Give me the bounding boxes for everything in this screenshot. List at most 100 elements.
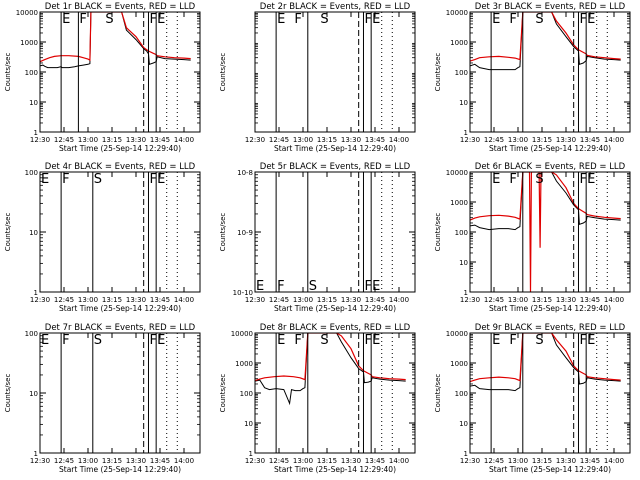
event-marker-label: F: [62, 172, 69, 187]
x-tick-label: 12:45: [269, 136, 289, 144]
plot-frame: [469, 171, 631, 293]
x-tick-label: 14:00: [389, 296, 409, 304]
x-axis-label: Start Time (25-Sep-14 12:29:40): [489, 465, 611, 474]
y-tick-label: 1000: [20, 39, 38, 47]
plot-frame: [254, 332, 416, 454]
plot-frame: [39, 11, 201, 133]
x-tick-label: 13:15: [317, 136, 337, 144]
y-tick-label: 1: [34, 289, 38, 297]
y-tick-label: 10000: [231, 330, 253, 338]
y-tick-label: 100: [455, 390, 468, 398]
event-marker-label: S: [320, 333, 328, 348]
x-tick-label: 13:15: [532, 296, 552, 304]
event-marker-label: E: [277, 12, 285, 27]
panel-title: Det 8r BLACK = Events, RED = LLD: [260, 323, 411, 333]
event-marker-label: F: [579, 172, 586, 187]
event-marker-label: E: [492, 172, 500, 187]
x-tick-label: 13:30: [556, 136, 576, 144]
x-axis-label: Start Time (25-Sep-14 12:29:40): [59, 144, 181, 153]
x-axis-label: Start Time (25-Sep-14 12:29:40): [274, 304, 396, 313]
x-tick-label: 13:15: [102, 457, 122, 465]
panel-title: Det 7r BLACK = Events, RED = LLD: [45, 323, 196, 333]
y-tick-label: 10000: [446, 330, 468, 338]
y-tick-label: 100: [25, 169, 38, 177]
y-tick-label: 10000: [446, 9, 468, 17]
x-tick-label: 14:00: [389, 136, 409, 144]
y-tick-label: 1000: [450, 39, 468, 47]
event-marker-label: F: [579, 333, 586, 348]
y-tick-label: 10: [29, 229, 38, 237]
y-tick-label: 10: [29, 99, 38, 107]
plot-frame: [39, 171, 201, 293]
event-marker-label: S: [535, 12, 543, 27]
x-tick-label: 12:45: [54, 136, 74, 144]
x-tick-label: 13:30: [341, 457, 361, 465]
x-tick-label: 12:30: [30, 136, 50, 144]
y-tick-label: 1: [464, 289, 468, 297]
event-marker-label: E: [41, 172, 49, 187]
x-tick-label: 14:00: [174, 296, 194, 304]
plot-frame: [254, 11, 416, 133]
plot-frame: [254, 171, 416, 293]
series-lld-line: [255, 333, 406, 382]
x-tick-label: 13:15: [317, 457, 337, 465]
event-marker-label: F: [149, 333, 156, 348]
x-tick-label: 13:00: [508, 457, 528, 465]
y-tick-label: 100: [25, 69, 38, 77]
event-marker-label: F: [509, 12, 516, 27]
x-tick-label: 13:30: [126, 296, 146, 304]
y-tick-label: 10-10: [233, 289, 253, 297]
event-marker-label: E: [587, 12, 595, 27]
event-marker-label: E: [587, 333, 595, 348]
series-events-line: [255, 333, 406, 406]
x-tick-label: 13:45: [365, 457, 385, 465]
x-tick-label: 14:00: [389, 457, 409, 465]
x-tick-label: 13:45: [150, 136, 170, 144]
event-marker-label: S: [309, 279, 317, 294]
event-marker-label: S: [94, 172, 102, 187]
event-marker-label: F: [62, 333, 69, 348]
x-tick-label: 13:15: [102, 296, 122, 304]
event-marker-label: E: [372, 12, 380, 27]
event-marker-label: E: [157, 12, 165, 27]
x-tick-label: 12:45: [54, 457, 74, 465]
x-tick-label: 13:15: [532, 457, 552, 465]
x-tick-label: 13:00: [293, 457, 313, 465]
series-events-line: [470, 12, 621, 71]
event-marker-label: S: [535, 333, 543, 348]
x-tick-label: 13:00: [508, 296, 528, 304]
x-tick-label: 14:00: [604, 296, 624, 304]
x-tick-label: 12:30: [30, 296, 50, 304]
panel-title: Det 4r BLACK = Events, RED = LLD: [45, 162, 196, 172]
panel-title: Det 6r BLACK = Events, RED = LLD: [475, 162, 626, 172]
x-tick-label: 14:00: [604, 136, 624, 144]
x-tick-label: 13:00: [293, 136, 313, 144]
event-marker-label: E: [62, 12, 70, 27]
x-tick-label: 13:30: [341, 296, 361, 304]
y-tick-label: 1000: [235, 360, 253, 368]
x-tick-label: 14:00: [604, 457, 624, 465]
series-lld-line: [470, 12, 621, 62]
y-tick-label: 10: [459, 420, 468, 428]
x-tick-label: 13:45: [150, 457, 170, 465]
event-marker-label: S: [535, 172, 543, 187]
x-axis-label: Start Time (25-Sep-14 12:29:40): [274, 465, 396, 474]
y-axis-label: Counts/sec: [434, 374, 442, 413]
x-axis-label: Start Time (25-Sep-14 12:29:40): [274, 144, 396, 153]
event-marker-label: F: [79, 12, 86, 27]
event-marker-label: S: [320, 12, 328, 27]
x-tick-label: 13:45: [580, 136, 600, 144]
y-axis-label: Counts/sec: [219, 213, 227, 252]
panel-title: Det 2r BLACK = Events, RED = LLD: [260, 2, 411, 12]
event-marker-label: F: [149, 172, 156, 187]
x-tick-label: 13:00: [78, 457, 98, 465]
series-lld-line: [470, 333, 621, 383]
y-tick-label: 1: [34, 450, 38, 458]
event-marker-label: E: [492, 333, 500, 348]
